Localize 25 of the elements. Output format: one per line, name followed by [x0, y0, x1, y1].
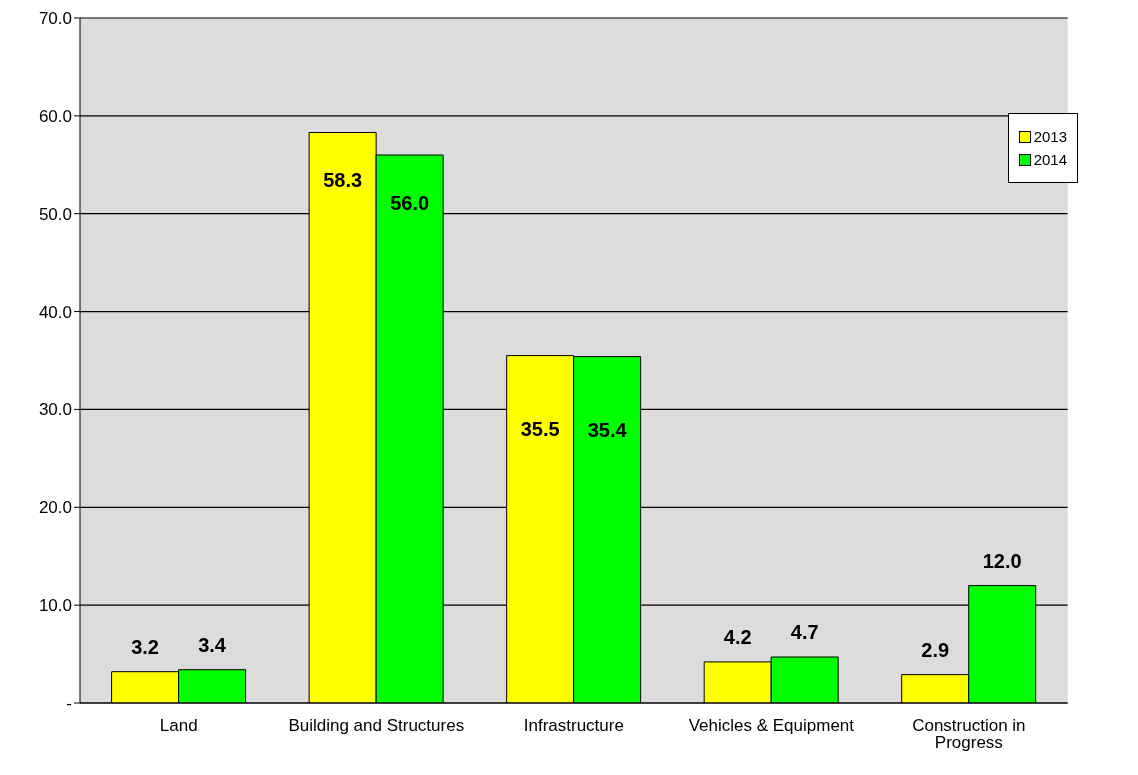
y-tick-label: 20.0 [38, 498, 72, 518]
legend-label: 2013 [1033, 128, 1067, 145]
data-label: 35.5 [520, 417, 560, 440]
y-tick-label: 50.0 [38, 204, 72, 224]
data-label: 3.2 [131, 635, 160, 658]
y-tick-label: - [66, 694, 72, 714]
y-tick-label: 10.0 [38, 596, 72, 616]
x-tick-label: Construction in Progress [912, 716, 1026, 753]
x-tick-label: Infrastructure [523, 716, 624, 736]
data-label: 35.4 [587, 418, 628, 441]
y-tick-label: 60.0 [38, 106, 72, 126]
data-label: 56.0 [390, 192, 430, 214]
data-label: 2.9 [921, 638, 950, 661]
x-tick-label: Land [159, 716, 198, 736]
data-label: 12.0 [982, 549, 1022, 572]
y-tick-label: 70.0 [38, 9, 72, 29]
y-tick-label: 40.0 [38, 302, 72, 322]
x-tick-label: Vehicles & Equipment [688, 716, 855, 736]
data-label: 4.7 [790, 621, 819, 644]
x-tick-label: Building and Structures [288, 716, 465, 736]
y-tick-label: 30.0 [38, 400, 72, 420]
data-label: 4.2 [723, 625, 752, 648]
legend-label: 2014 [1033, 151, 1067, 168]
data-label: 3.4 [198, 633, 227, 656]
data-label: 58.3 [323, 169, 363, 192]
